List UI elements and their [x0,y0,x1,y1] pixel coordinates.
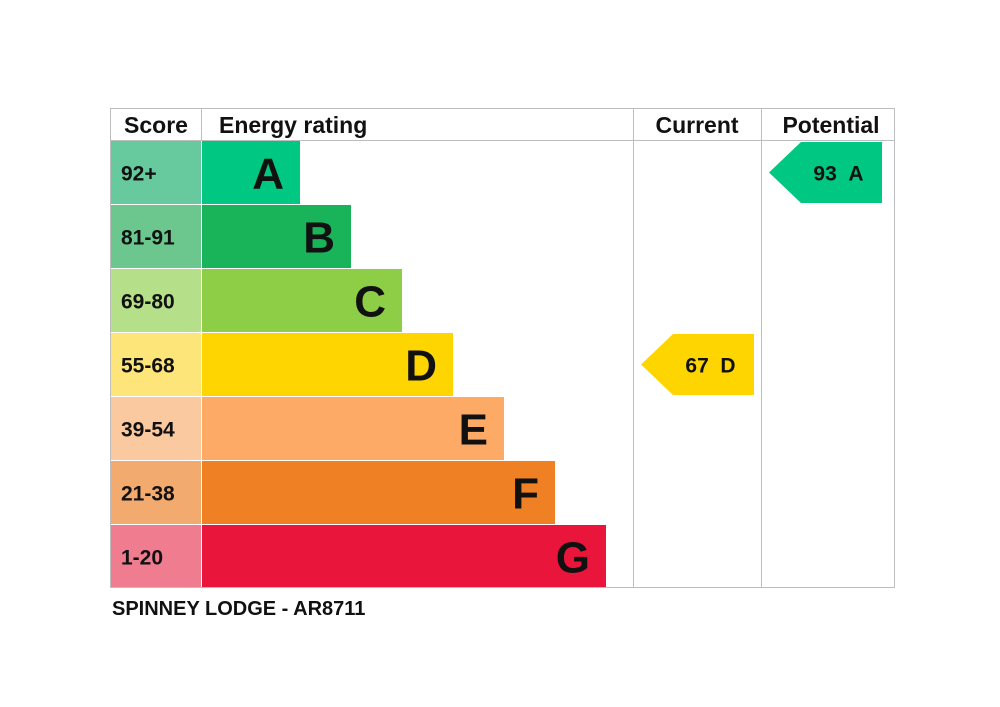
band-bar-f [202,461,555,524]
band-bar-b [202,205,351,268]
score-range-d: 55-68 [121,355,175,378]
current-arrow [641,334,754,395]
band-letter-d: D [405,342,437,391]
band-bar-c [202,269,402,332]
score-range-c: 69-80 [121,291,175,314]
grid-layer [110,108,895,588]
band-letter-c: C [354,278,386,327]
score-cell-g [111,525,201,588]
potential-rating-label: 93 A [813,163,863,186]
current-rating-label: 67 D [685,355,735,378]
score-cell-b [111,205,201,268]
band-letter-f: F [512,470,539,519]
table-border [110,108,895,588]
band-letter-a: A [252,150,284,199]
epc-chart: 92+ A81-91 B69-80 C55-68 D39-54 E21-38 F1-20 G … [110,108,895,588]
arrows-layer: 67 D 93 A [641,142,882,395]
score-range-g: 1-20 [121,547,163,570]
property-caption: SPINNEY LODGE - AR8711 [112,598,366,620]
band-bar-d [202,333,453,396]
score-range-a: 92+ [121,163,157,186]
score-range-b: 81-91 [121,227,175,250]
score-header: Score [124,112,188,138]
header-layer: Score Energy rating Current Potential [124,112,880,138]
score-cell-c [111,269,201,332]
band-letter-e: E [459,406,488,455]
potential-header: Potential [782,112,879,138]
band-letter-b: B [303,214,335,263]
score-range-e: 39-54 [121,419,175,442]
band-bar-e [202,397,504,460]
band-bar-g [202,525,606,588]
band-bar-a [202,141,300,204]
current-header: Current [655,112,738,138]
score-cell-a [111,141,201,204]
score-range-f: 21-38 [121,483,175,506]
energy-rating-header: Energy rating [219,112,367,138]
bands-layer: 92+ A 81-91 B 69-80 C 55-68 D 39-54 E 21-38 F 1-20 G [111,141,606,588]
score-cell-f [111,461,201,524]
score-cell-e [111,397,201,460]
potential-arrow [769,142,882,203]
score-cell-d [111,333,201,396]
band-letter-g: G [556,534,590,583]
